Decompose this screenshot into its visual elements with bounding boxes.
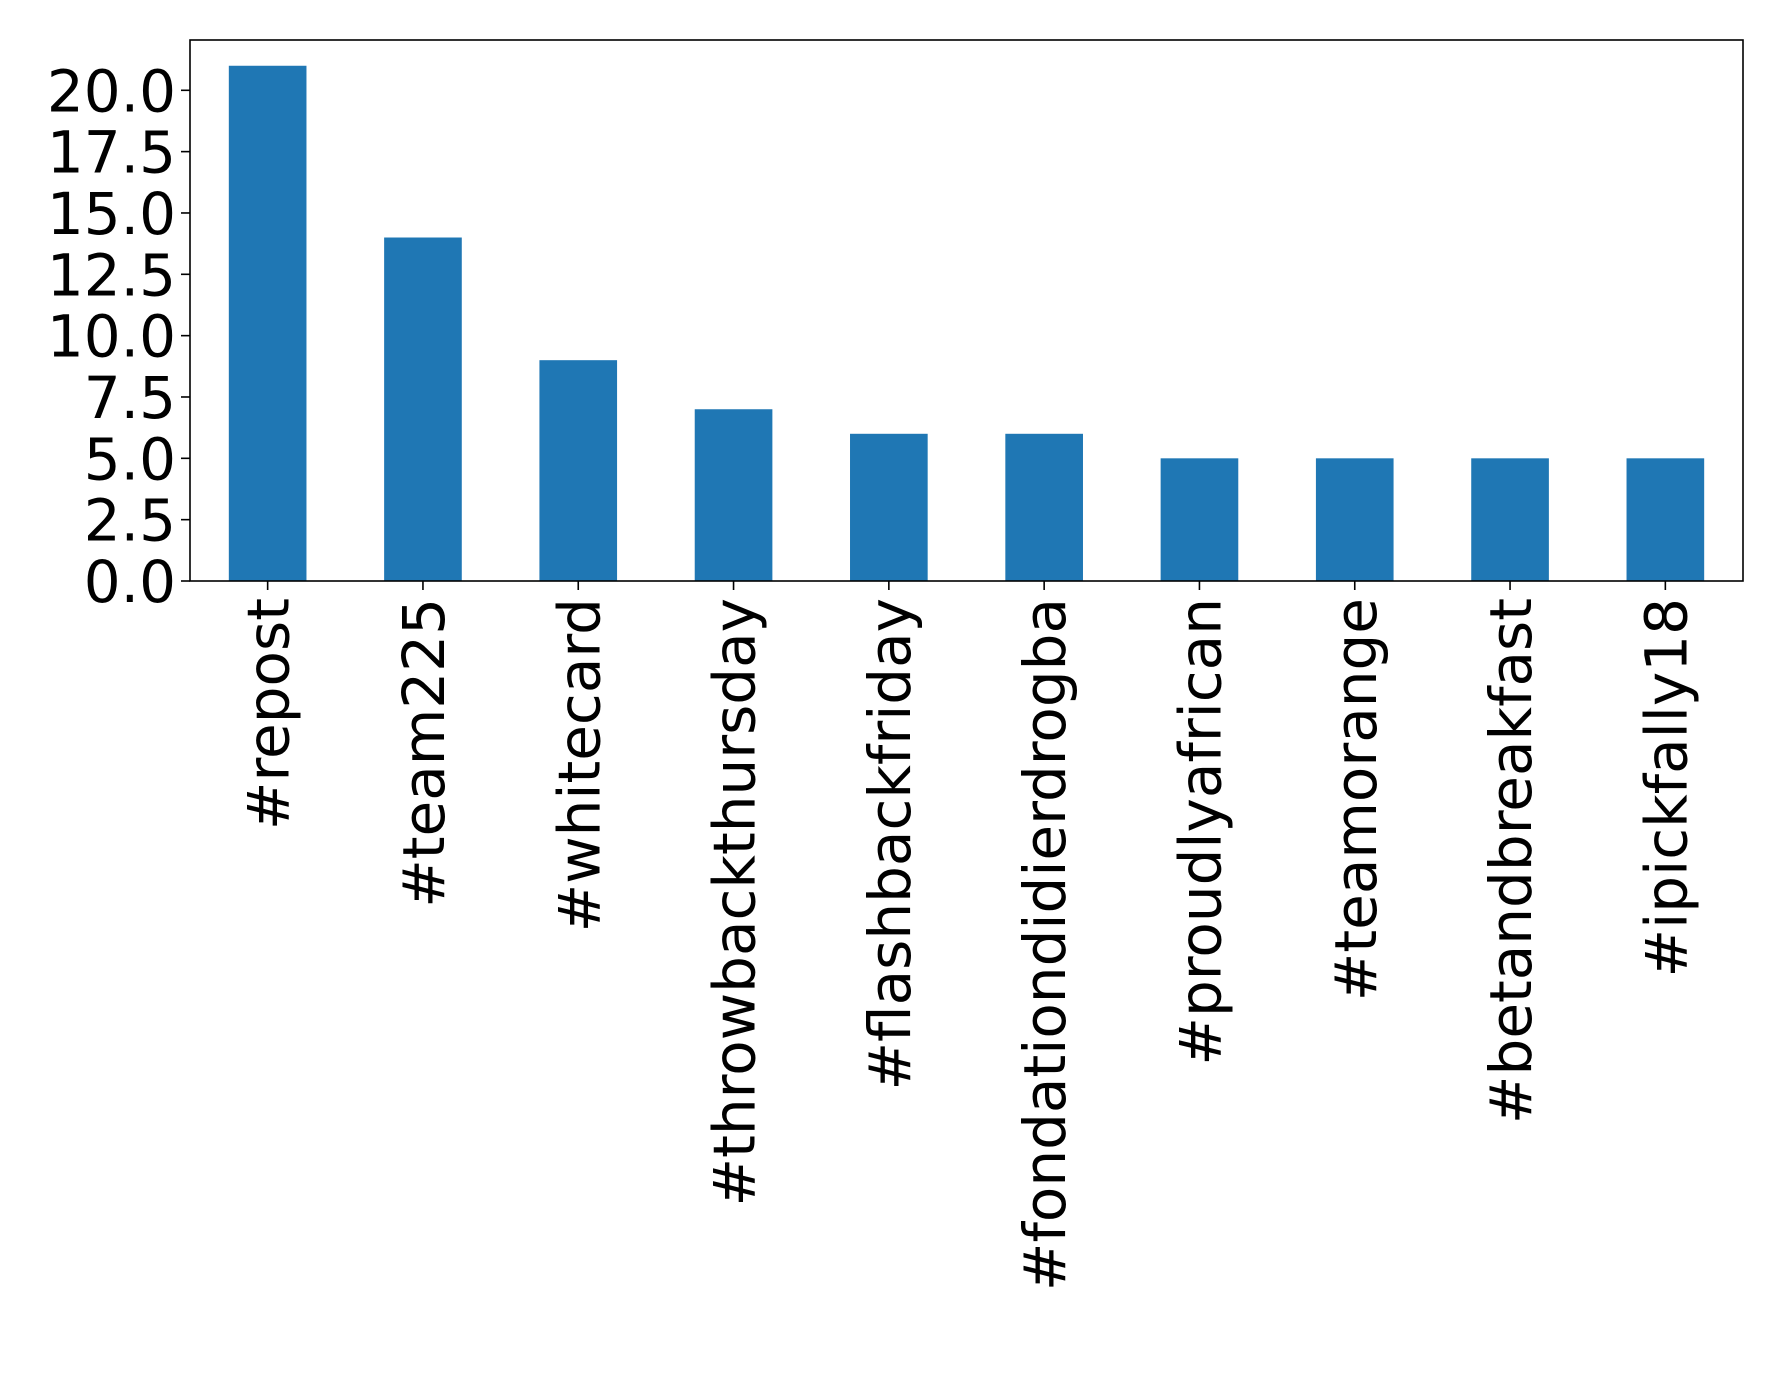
plot-frame xyxy=(189,39,1744,582)
y-tick-label: 7.5 xyxy=(84,364,176,432)
bar-flashbackfriday xyxy=(850,433,928,581)
y-tick-label: 17.5 xyxy=(47,119,176,187)
y-axis: 0.02.55.07.510.012.515.017.520.0 xyxy=(47,57,190,616)
x-tick-label-flashbackfriday: #flashbackfriday xyxy=(856,598,924,1091)
bar-repost xyxy=(228,65,307,581)
x-tick-label-team225: #team225 xyxy=(390,598,458,908)
x-tick-label-fondationdidierdrogba: #fondationdidierdrogba xyxy=(1011,598,1079,1291)
bar-throwbackthursday xyxy=(694,409,773,581)
x-tick-label-throwbackthursday: #throwbackthursday xyxy=(701,598,769,1206)
bar-whitecard xyxy=(539,360,618,581)
x-axis: #repost #team225 #whitecard #throwbackthurs… xyxy=(235,581,1700,1291)
y-tick-label: 10.0 xyxy=(47,303,176,371)
x-tick-label-teamorange: #teamorange xyxy=(1322,598,1390,1001)
x-tick-label-repost: #repost xyxy=(235,598,303,830)
bar-ipickfally18 xyxy=(1626,458,1705,581)
y-tick-label: 0.0 xyxy=(84,548,176,616)
x-tick-label-proudlyafrican: #proudlyafrican xyxy=(1166,598,1234,1066)
x-tick-label-betandbreakfast: #betandbreakfast xyxy=(1477,598,1545,1124)
bar-fondationdidierdrogba xyxy=(1005,433,1083,581)
bars-layer xyxy=(228,65,1705,581)
bar-teamorange xyxy=(1315,458,1394,581)
bar-proudlyafrican xyxy=(1160,458,1239,581)
y-tick-label: 5.0 xyxy=(84,425,176,493)
y-tick-label: 15.0 xyxy=(47,180,176,248)
y-tick-label: 2.5 xyxy=(84,487,176,555)
bar-betandbreakfast xyxy=(1471,458,1549,581)
x-tick-label-whitecard: #whitecard xyxy=(545,598,613,932)
bar-team225 xyxy=(384,237,462,581)
y-tick-label: 20.0 xyxy=(47,57,176,125)
y-tick-label: 12.5 xyxy=(47,241,176,309)
x-tick-label-ipickfally18: #ipickfally18 xyxy=(1632,598,1700,977)
